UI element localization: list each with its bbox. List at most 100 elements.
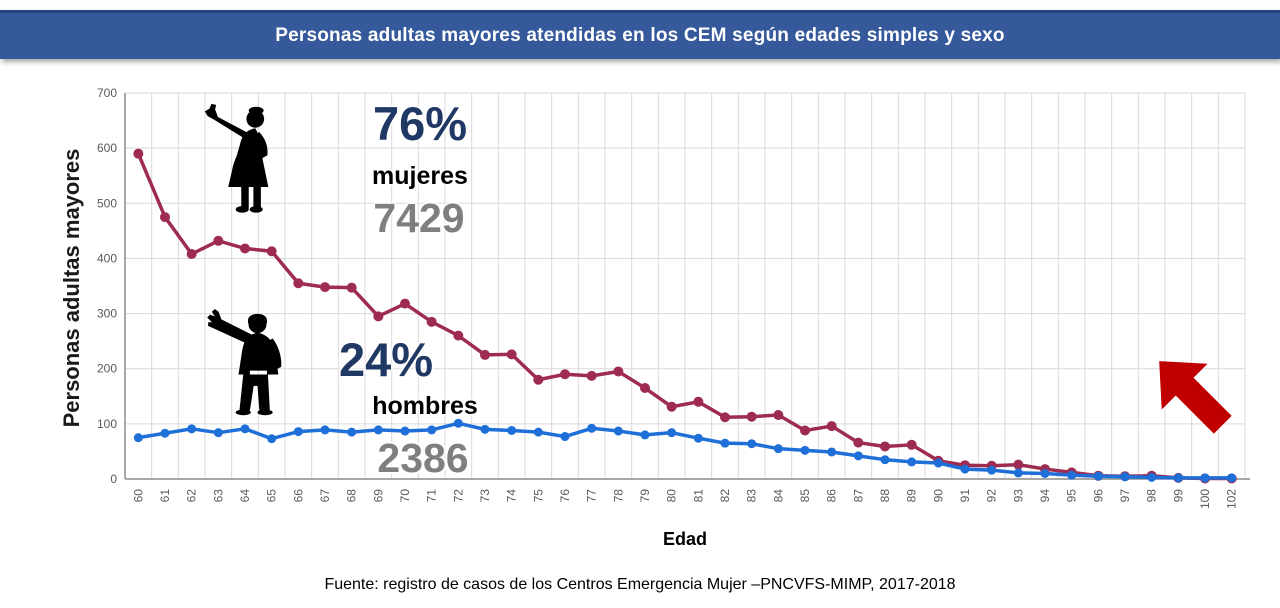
mujeres-point	[800, 425, 810, 436]
y-tick-label: 100	[97, 417, 117, 431]
mujeres-point	[586, 370, 597, 381]
hombres-point	[1093, 471, 1103, 481]
hombres-point	[853, 451, 863, 461]
woman-silhouette-icon	[204, 103, 269, 213]
x-tick-label: 63	[211, 489, 225, 503]
y-tick-label: 600	[97, 141, 117, 155]
y-tick-label: 200	[97, 362, 117, 376]
mujeres-point	[853, 437, 864, 448]
hombres-percent: 24%	[338, 333, 434, 386]
x-tick-label: 73	[478, 489, 492, 503]
x-tick-label: 76	[558, 489, 572, 503]
x-tick-label: 67	[318, 489, 332, 503]
mujeres-point	[826, 421, 837, 432]
hombres-point	[507, 425, 517, 435]
y-tick-label: 500	[97, 196, 117, 210]
hombres-point	[533, 427, 543, 437]
hombres-point	[320, 425, 330, 435]
mujeres-point	[453, 330, 464, 341]
hombres-point	[160, 428, 170, 438]
x-tick-label: 94	[1038, 489, 1052, 503]
x-tick-label: 69	[371, 489, 385, 503]
source-note: Fuente: registro de casos de los Centros…	[324, 576, 956, 593]
hombres-point	[347, 427, 357, 437]
x-tick-label: 60	[131, 489, 145, 503]
x-tick-label: 78	[611, 489, 625, 503]
y-axis-title: Personas adultas mayores	[59, 148, 84, 428]
man-silhouette-icon	[207, 308, 282, 416]
hombres-point	[1173, 473, 1183, 483]
x-tick-labels: 60 61 62 63 64 65 66 67 68 69 70 71 72 73 74 75 76 77 78 79…	[131, 489, 1238, 509]
mujeres-point	[400, 298, 410, 309]
x-tick-label: 72	[451, 489, 465, 503]
mujeres-point	[640, 383, 650, 394]
x-tick-label: 90	[931, 489, 945, 503]
hombres-point	[293, 427, 303, 437]
mujeres-point	[346, 282, 357, 293]
x-tick-label: 82	[718, 489, 732, 503]
x-tick-label: 92	[985, 489, 999, 503]
hombres-point	[1040, 468, 1050, 478]
x-tick-label: 95	[1065, 489, 1079, 503]
x-tick-label: 83	[745, 489, 759, 503]
mujeres-point	[186, 249, 197, 260]
title-banner: Personas adultas mayores atendidas en lo…	[0, 10, 1280, 59]
x-tick-label: 64	[238, 489, 252, 503]
hombres-point	[693, 433, 703, 443]
mujeres-point	[613, 366, 624, 377]
x-tick-label: 93	[1011, 489, 1025, 503]
y-tick-label: 0	[110, 472, 117, 486]
mujeres-point	[720, 412, 730, 423]
x-tick-label: 87	[851, 489, 865, 503]
mujeres-point	[746, 411, 757, 422]
mujeres-point	[480, 349, 490, 360]
mujeres-point	[773, 410, 784, 421]
x-tick-label: 79	[638, 489, 652, 503]
x-tick-label: 70	[398, 489, 412, 503]
hombres-point	[1013, 468, 1023, 478]
hombres-point	[1067, 470, 1077, 480]
mujeres-point	[506, 349, 517, 360]
x-tick-label: 96	[1091, 489, 1105, 503]
hombres-series	[133, 418, 1237, 483]
hombres-point	[773, 444, 783, 454]
hombres-label: hombres	[372, 392, 478, 420]
x-tick-label: 100	[1198, 489, 1212, 509]
x-tick-label: 89	[905, 489, 919, 503]
gridlines	[124, 92, 1246, 479]
hombres-point	[480, 424, 490, 434]
x-tick-label: 75	[531, 489, 545, 503]
x-tick-label: 85	[798, 489, 812, 503]
mujeres-point	[240, 243, 250, 254]
hombres-point	[827, 447, 837, 457]
mujeres-point	[560, 369, 570, 380]
x-tick-label: 98	[1145, 489, 1159, 503]
hombres-total: 2386	[377, 435, 469, 481]
x-tick-label: 84	[771, 489, 785, 503]
hombres-point	[640, 430, 650, 440]
y-tick-label: 700	[97, 86, 117, 100]
x-tick-label: 91	[958, 489, 972, 503]
mujeres-percent: 76%	[372, 97, 468, 150]
x-tick-label: 102	[1225, 489, 1239, 509]
hombres-point	[373, 425, 383, 435]
hombres-point	[267, 434, 277, 444]
hombres-point	[560, 432, 570, 442]
x-tick-label: 62	[185, 489, 199, 503]
mujeres-point	[1013, 459, 1024, 470]
mujeres-point	[213, 235, 224, 246]
hombres-point	[907, 457, 917, 467]
hombres-point	[1200, 473, 1210, 483]
hombres-point	[133, 433, 143, 443]
x-tick-label: 68	[345, 489, 359, 503]
x-tick-label: 99	[1171, 489, 1185, 503]
hombres-point	[933, 458, 943, 468]
chart-title: Personas adultas mayores atendidas en lo…	[275, 25, 1005, 46]
axes	[124, 93, 1250, 480]
hombres-point	[800, 445, 810, 455]
hombres-point	[720, 438, 730, 448]
hombres-point	[1120, 472, 1130, 482]
x-tick-label: 71	[425, 489, 439, 503]
mujeres-point	[426, 316, 437, 327]
